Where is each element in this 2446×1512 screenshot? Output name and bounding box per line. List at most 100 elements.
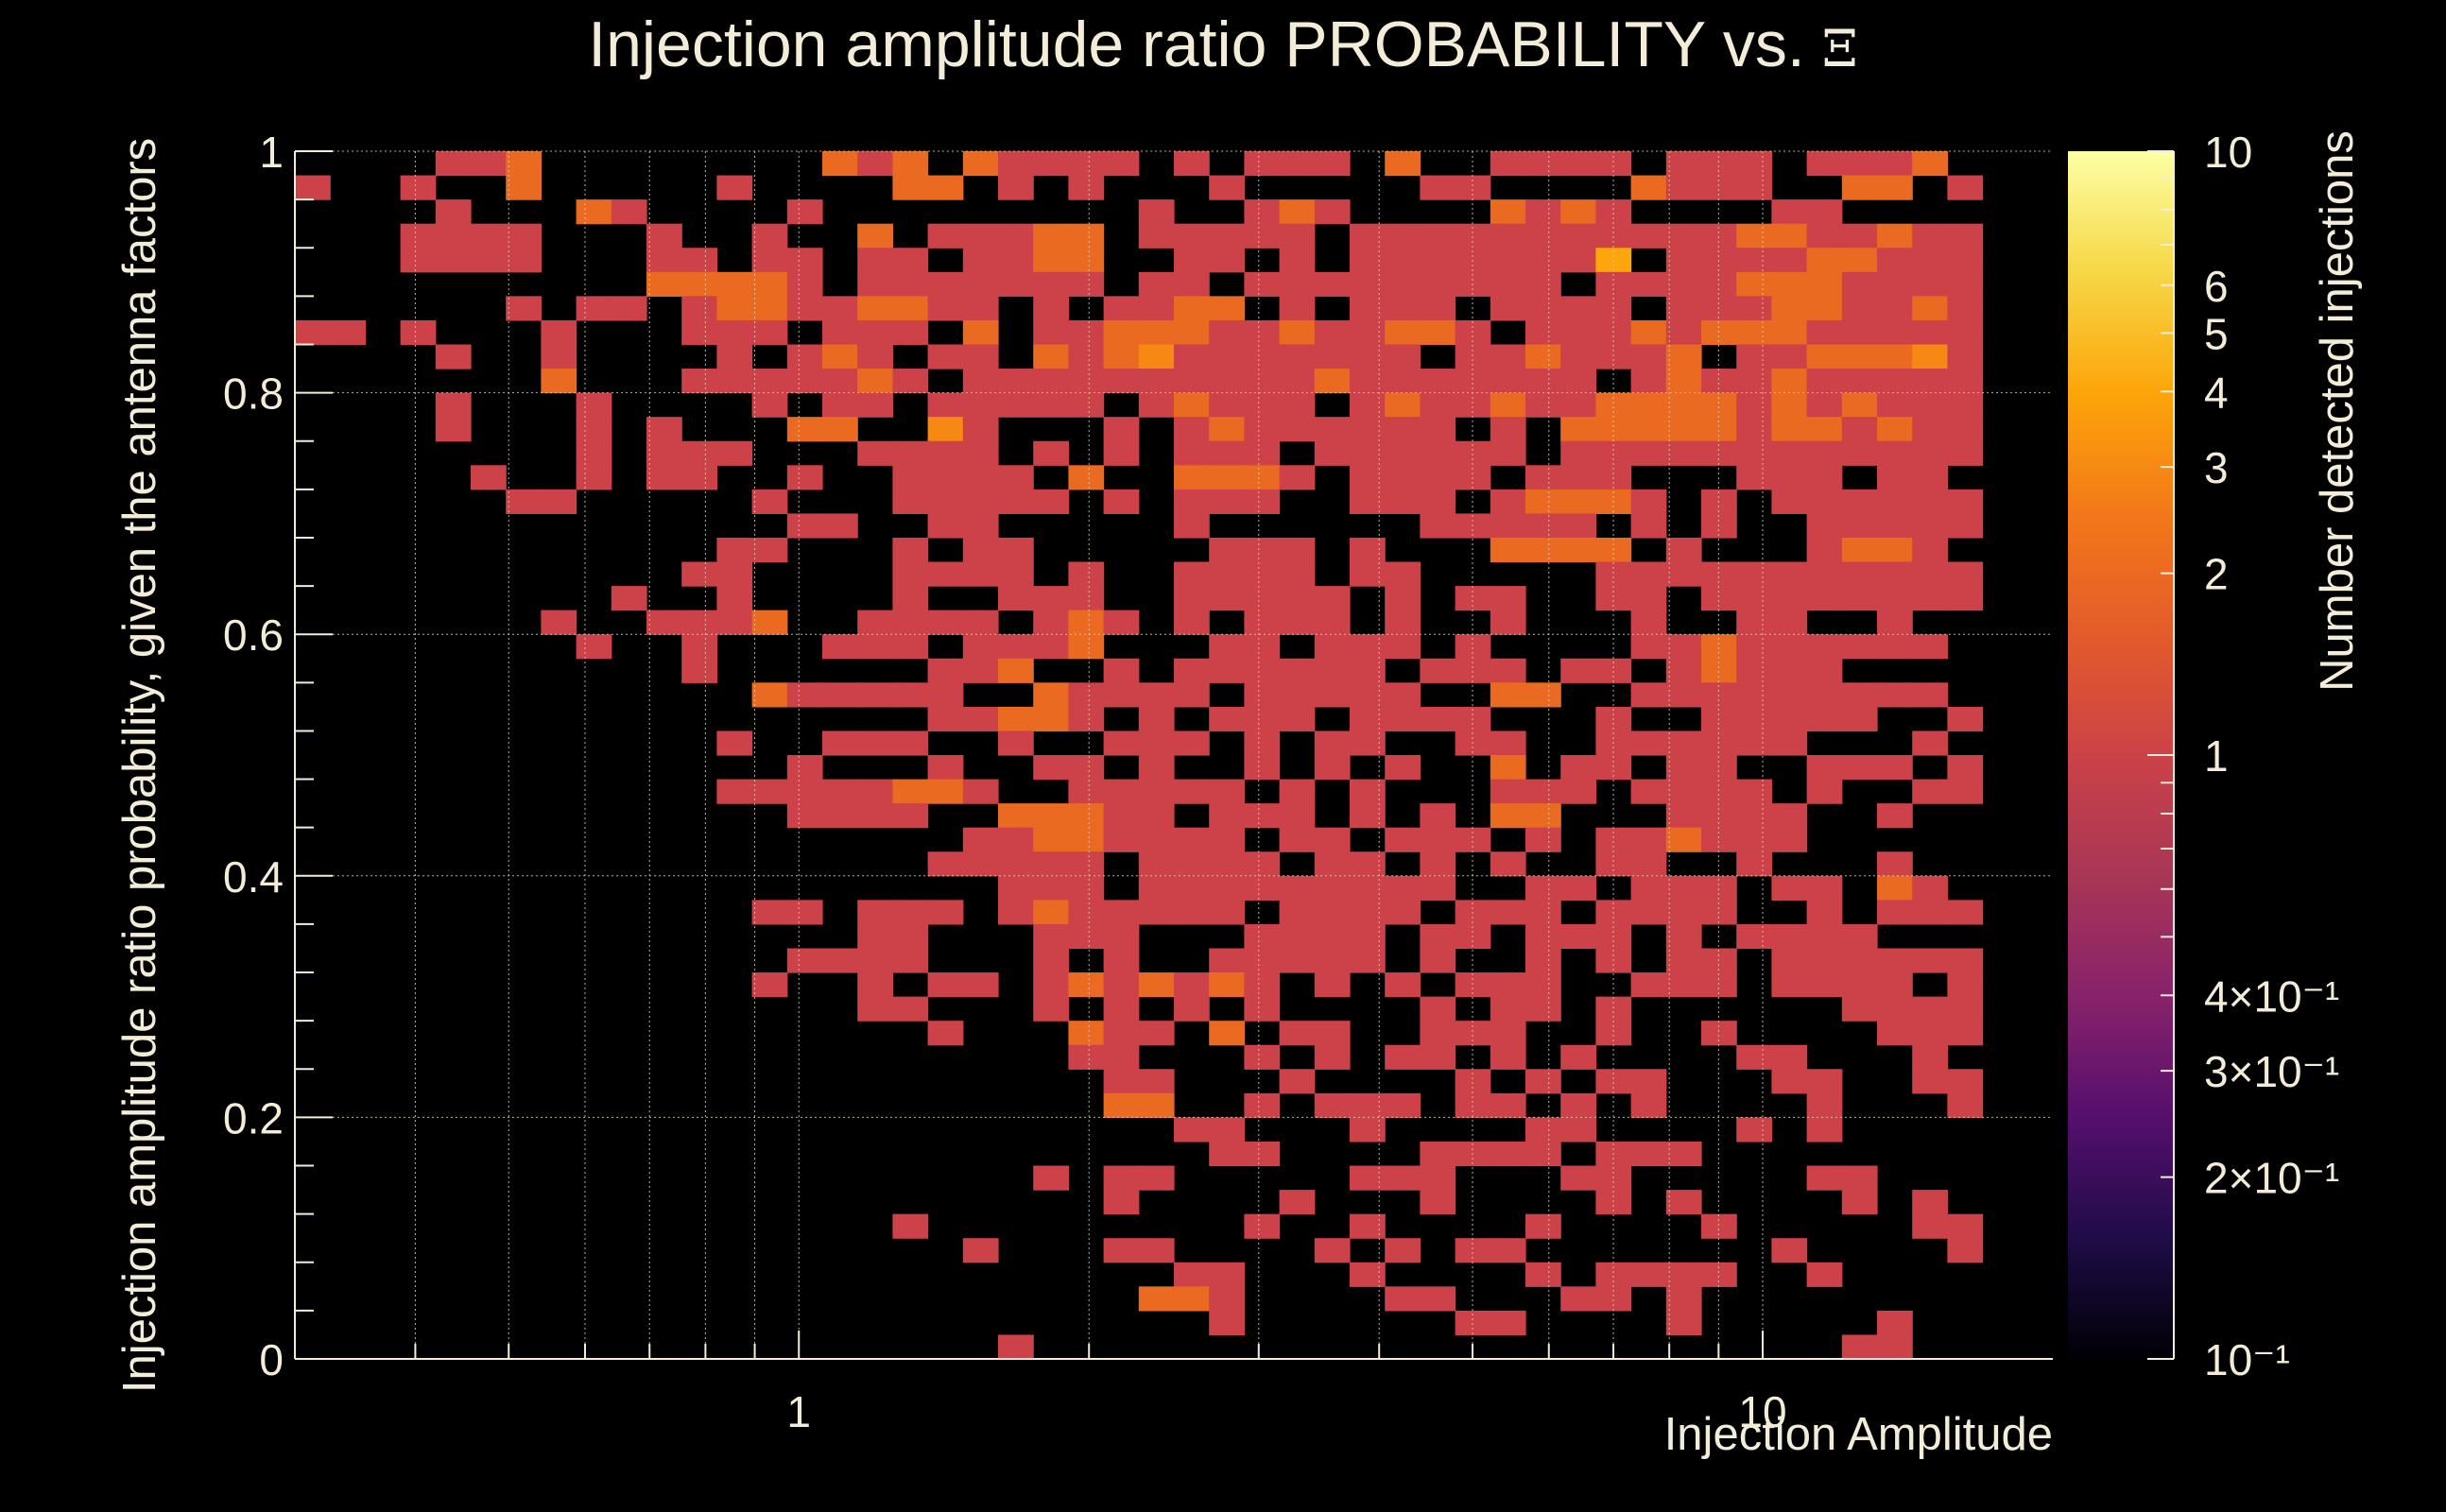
- heatmap-cell: [1912, 900, 1948, 925]
- heatmap-cell: [1947, 392, 1984, 418]
- heatmap-cell: [1771, 586, 1808, 611]
- heatmap-cell: [1068, 248, 1105, 273]
- heatmap-cell: [1314, 610, 1351, 635]
- heatmap-cell: [751, 779, 788, 804]
- heatmap-cell: [1209, 561, 1245, 587]
- heatmap-cell: [1420, 369, 1456, 394]
- heatmap-cell: [1068, 706, 1105, 732]
- heatmap-cell: [1455, 1021, 1491, 1046]
- heatmap-cell: [962, 296, 999, 321]
- heatmap-cell: [1244, 1141, 1281, 1167]
- heatmap-cell: [857, 271, 893, 297]
- heatmap-cell: [611, 199, 647, 225]
- heatmap-cell: [1947, 513, 1984, 539]
- heatmap-cell: [1103, 610, 1140, 635]
- heatmap-cell: [1806, 151, 1843, 177]
- heatmap-cell: [927, 658, 964, 683]
- heatmap-cell: [1068, 779, 1105, 804]
- heatmap-cell: [892, 610, 929, 635]
- heatmap-cell: [892, 923, 929, 950]
- heatmap-cell: [1420, 296, 1456, 321]
- heatmap-cell: [1912, 248, 1948, 273]
- heatmap-cell: [1033, 271, 1069, 297]
- heatmap-cell: [1665, 634, 1702, 660]
- heatmap-cell: [1033, 996, 1069, 1022]
- heatmap-cell: [1244, 369, 1281, 394]
- heatmap-cell: [1560, 392, 1596, 418]
- heatmap-cell: [1385, 586, 1421, 611]
- heatmap-cell: [1947, 489, 1984, 514]
- heatmap-cell: [541, 610, 577, 635]
- heatmap-cell: [716, 344, 753, 369]
- heatmap-cell: [1771, 706, 1808, 732]
- heatmap-cell: [1244, 586, 1281, 611]
- heatmap-cell: [1138, 344, 1175, 369]
- heatmap-cell: [1736, 827, 1772, 852]
- heatmap-cell: [1350, 875, 1386, 901]
- heatmap-cell: [1420, 271, 1456, 297]
- heatmap-cell: [1771, 1238, 1808, 1263]
- heatmap-cell: [927, 900, 964, 925]
- heatmap-cell: [1490, 803, 1526, 829]
- heatmap-cell: [998, 369, 1034, 394]
- heatmap-cell: [1736, 803, 1772, 829]
- heatmap-cell: [857, 369, 893, 394]
- heatmap-cell: [1736, 151, 1772, 177]
- heatmap-cell: [751, 369, 788, 394]
- heatmap-cell: [1314, 634, 1351, 660]
- heatmap-cell: [1174, 875, 1210, 901]
- heatmap-cell: [1385, 1286, 1421, 1312]
- heatmap-cell: [1490, 1238, 1526, 1263]
- heatmap-cell: [892, 779, 929, 804]
- heatmap-cell: [1947, 755, 1984, 781]
- heatmap-cell: [576, 634, 612, 660]
- heatmap-cell: [1279, 827, 1316, 852]
- heatmap-cell: [1350, 440, 1386, 466]
- heatmap-cell: [1771, 440, 1808, 466]
- heatmap-cell: [1385, 440, 1421, 466]
- heatmap-cell: [892, 900, 929, 925]
- heatmap-cell: [1420, 175, 1456, 200]
- heatmap-cell: [1912, 1213, 1948, 1239]
- heatmap-cell: [716, 537, 753, 563]
- heatmap-cell: [1806, 489, 1843, 514]
- heatmap-cell: [1103, 1044, 1140, 1070]
- heatmap-cell: [1771, 561, 1808, 587]
- heatmap-cell: [1877, 296, 1913, 321]
- heatmap-cell: [1630, 779, 1667, 804]
- heatmap-cell: [1490, 996, 1526, 1022]
- heatmap-cell: [786, 248, 823, 273]
- heatmap-cell: [1877, 1334, 1913, 1360]
- heatmap-cell: [1490, 271, 1526, 297]
- heatmap-cell: [681, 319, 717, 346]
- heatmap-cell: [1806, 537, 1843, 563]
- xi-symbol: Ξ: [1821, 19, 1858, 78]
- heatmap-cell: [1630, 1092, 1667, 1118]
- heatmap-cell: [857, 730, 893, 756]
- heatmap-cell: [857, 223, 893, 249]
- heatmap-cell: [1877, 271, 1913, 297]
- heatmap-cell: [1841, 755, 1878, 781]
- heatmap-cell: [1068, 875, 1105, 901]
- heatmap-cell: [1385, 1165, 1421, 1191]
- heatmap-cell: [646, 440, 682, 466]
- heatmap-cell: [786, 900, 823, 925]
- heatmap-cell: [1665, 730, 1702, 756]
- heatmap-cell: [1420, 1165, 1456, 1191]
- heatmap-cell: [1244, 706, 1281, 732]
- heatmap-cell: [1279, 586, 1316, 611]
- heatmap-cell: [1209, 972, 1245, 998]
- heatmap-cell: [962, 271, 999, 297]
- heatmap-cell: [1630, 730, 1667, 756]
- colorbar-label: Number detected injections: [2312, 130, 2363, 692]
- heatmap-cell: [1455, 827, 1491, 852]
- heatmap-cell: [1665, 296, 1702, 321]
- heatmap-cell: [681, 658, 717, 683]
- heatmap-cell: [1771, 369, 1808, 394]
- heatmap-cell: [927, 392, 964, 418]
- heatmap-cell: [1806, 1165, 1843, 1191]
- heatmap-cell: [1630, 175, 1667, 200]
- heatmap-cell: [892, 996, 929, 1022]
- heatmap-cell: [1244, 730, 1281, 756]
- heatmap-cell: [1103, 827, 1140, 852]
